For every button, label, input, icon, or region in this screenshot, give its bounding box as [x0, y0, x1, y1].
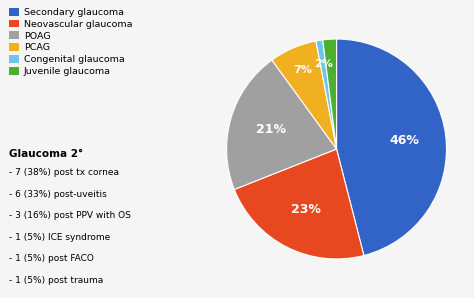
Text: Glaucoma 2°: Glaucoma 2°	[9, 149, 83, 159]
Legend: Secondary glaucoma, Neovascular glaucoma, POAG, PCAG, Congenital glaucoma, Juven: Secondary glaucoma, Neovascular glaucoma…	[9, 8, 132, 76]
Text: - 1 (5%) ICE syndrome: - 1 (5%) ICE syndrome	[9, 233, 111, 242]
Text: 2%: 2%	[314, 59, 333, 69]
Text: 23%: 23%	[291, 203, 320, 216]
Wedge shape	[337, 39, 447, 255]
Wedge shape	[272, 41, 337, 149]
Text: 21%: 21%	[256, 123, 286, 136]
Text: - 1 (5%) post trauma: - 1 (5%) post trauma	[9, 276, 104, 285]
Wedge shape	[316, 40, 337, 149]
Wedge shape	[227, 60, 337, 190]
Text: - 1 (5%) post FACO: - 1 (5%) post FACO	[9, 254, 94, 263]
Wedge shape	[323, 39, 337, 149]
Wedge shape	[234, 149, 364, 259]
Text: 46%: 46%	[389, 134, 419, 147]
Text: - 7 (38%) post tx cornea: - 7 (38%) post tx cornea	[9, 168, 119, 177]
Text: 7%: 7%	[293, 65, 312, 75]
Text: - 6 (33%) post-uveitis: - 6 (33%) post-uveitis	[9, 190, 107, 199]
Text: - 3 (16%) post PPV with OS: - 3 (16%) post PPV with OS	[9, 211, 131, 220]
